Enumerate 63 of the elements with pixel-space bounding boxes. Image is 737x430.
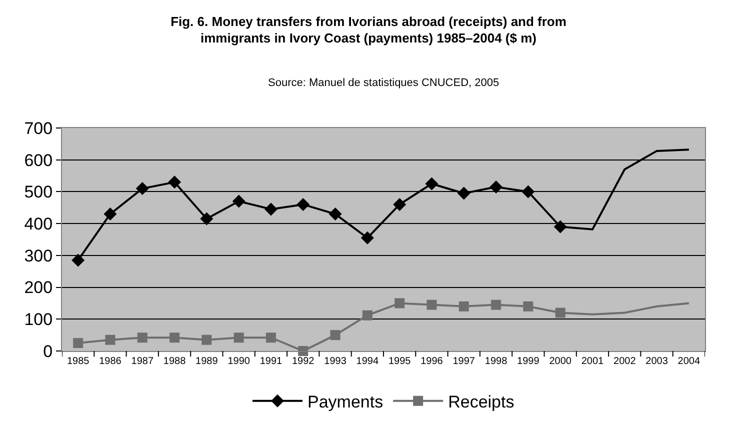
x-tick-label: 1988	[163, 356, 186, 367]
point	[426, 300, 437, 310]
y-tick-label: 0	[43, 342, 53, 361]
point	[136, 182, 149, 196]
point	[232, 194, 246, 208]
point	[330, 330, 340, 340]
point	[394, 298, 405, 308]
point	[328, 208, 342, 221]
x-tick-label: 2000	[549, 356, 572, 367]
x-tick-label: 2003	[646, 356, 668, 367]
point	[202, 334, 212, 345]
point	[296, 198, 310, 211]
x-tick-label: 1989	[196, 356, 218, 367]
x-tick-label: 1994	[356, 356, 379, 367]
legend-label: Receipts	[448, 392, 514, 412]
y-tick-label: 400	[24, 214, 53, 234]
x-tick-label: 1985	[66, 356, 90, 367]
x-tick-label: 1997	[452, 356, 476, 367]
point	[457, 186, 470, 200]
point	[104, 208, 117, 221]
point	[72, 254, 85, 267]
point	[425, 177, 438, 190]
chart-title: Fig. 6. Money transfers from Ivorians abroad (receipts) and from immigrants in Ivory Coast (payments) 1985–2004 ($ m)	[170, 14, 566, 46]
x-tick-label: 1992	[292, 356, 315, 367]
point	[393, 198, 406, 211]
y-tick-label: 600	[24, 150, 53, 170]
x-tick-label: 2002	[614, 356, 636, 367]
source-note: Source: Manuel de statistiques CNUCED, 2005	[268, 77, 500, 89]
point	[490, 180, 503, 194]
point	[491, 300, 502, 310]
point	[73, 338, 84, 348]
y-tick-label: 100	[24, 310, 53, 330]
point	[522, 185, 535, 198]
x-tick-label: 2001	[581, 356, 604, 367]
x-tick-label: 1990	[228, 356, 250, 367]
x-tick-label: 2004	[678, 356, 700, 367]
point	[360, 231, 374, 244]
point	[200, 212, 214, 226]
y-tick-label: 500	[24, 182, 53, 202]
point	[170, 332, 180, 343]
x-tick-label: 1995	[388, 356, 412, 367]
x-tick-label: 1987	[131, 356, 154, 367]
point	[458, 301, 469, 312]
point	[234, 332, 244, 343]
x-tick-label: 1996	[420, 356, 444, 367]
point	[362, 310, 372, 320]
x-tick-label: 1986	[99, 356, 122, 367]
point	[168, 176, 182, 189]
point	[105, 334, 116, 345]
point	[264, 202, 278, 216]
x-tick-label: 1998	[484, 356, 508, 367]
y-tick-label: 700	[24, 118, 53, 138]
x-tick-label: 1991	[260, 356, 283, 367]
y-tick-label: 200	[24, 278, 53, 298]
x-tick-label: 1993	[324, 356, 347, 367]
point	[266, 332, 276, 343]
x-tick-label: 1999	[517, 356, 540, 367]
point	[298, 346, 308, 356]
point	[555, 308, 566, 318]
legend-label: Payments	[308, 392, 384, 412]
point	[137, 332, 148, 343]
point	[523, 301, 534, 312]
y-tick-label: 300	[24, 246, 53, 266]
